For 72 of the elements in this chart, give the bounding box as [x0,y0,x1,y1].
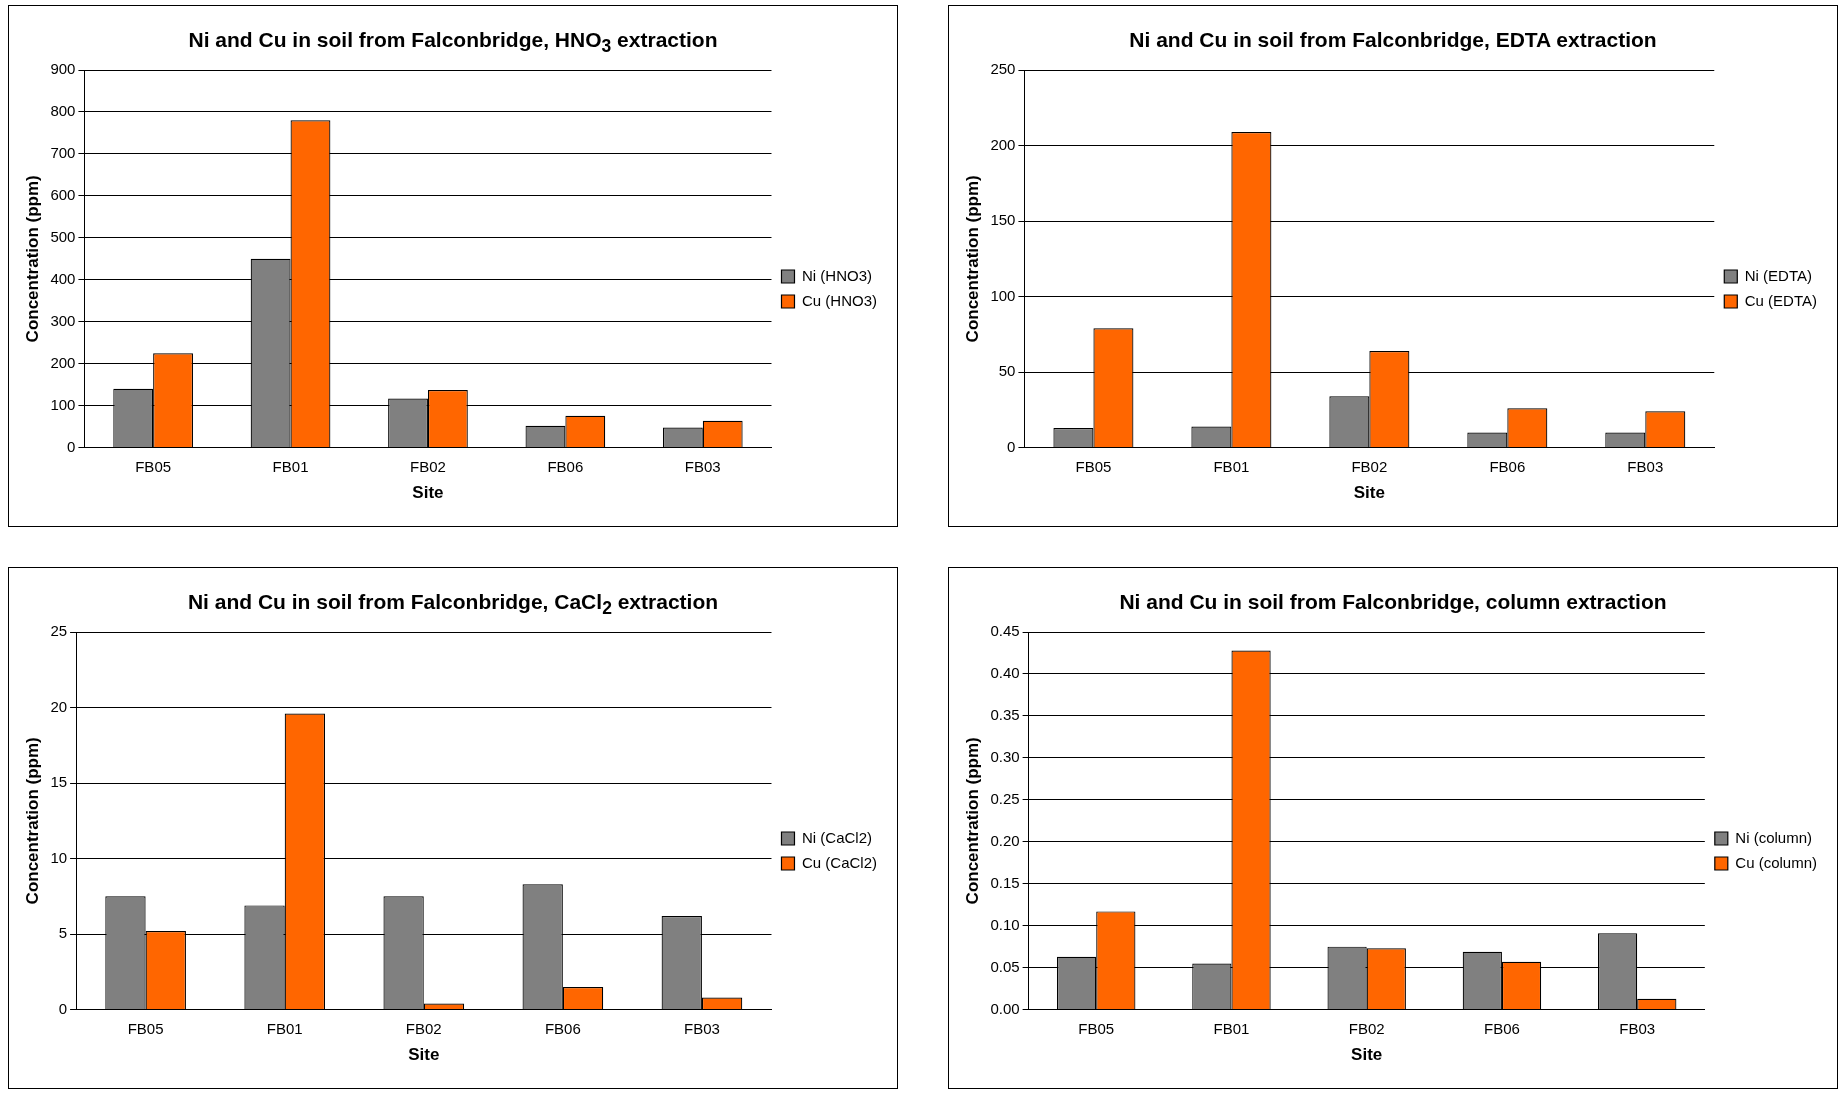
y-tick-label: 400 [50,269,76,287]
x-tick-label: FB03 [684,457,721,475]
y-tick-label: 100 [50,395,76,413]
y-tick-label: 0 [67,437,76,455]
y-tick-label: 200 [990,135,1016,153]
x-tick-label: FB05 [127,1019,164,1037]
x-axis-title: Site [1351,1045,1383,1065]
x-axis-title: Site [412,483,444,503]
y-axis-title: Concentration (ppm) [22,175,42,343]
x-tick-label: FB02 [405,1019,442,1037]
y-tick-label: 5 [58,924,68,942]
x-tick-label: FB01 [1213,457,1250,475]
y-axis-title: Concentration (ppm) [962,175,982,343]
y-tick-label: 300 [50,311,76,329]
x-tick-label: FB06 [1484,1019,1520,1037]
y-tick-label: 0.05 [990,957,1020,975]
y-tick-label: 20 [50,697,68,715]
y-tick-label: 250 [990,60,1016,78]
y-tick-label: 100 [990,286,1016,304]
x-tick-label: FB03 [684,1019,720,1037]
x-tick-label: FB06 [547,457,584,475]
legend-label: Cu (HNO3) [801,291,878,309]
y-tick-label: 50 [998,362,1016,380]
y-tick-label: 10 [50,848,68,866]
y-tick-label: 15 [50,773,68,791]
y-axis-title: Concentration (ppm) [22,737,42,905]
legend-label: Ni (CaCl2) [801,828,872,846]
y-tick-label: 0.40 [990,664,1020,682]
x-tick-label: FB05 [1078,1019,1115,1037]
y-tick-label: 150 [990,211,1016,229]
chart-title: Ni and Cu in soil from Falconbridge, CaCl$_{2}$ extraction [186,590,720,619]
x-tick-label: FB03 [1627,457,1664,475]
y-tick-label: 0.25 [990,789,1020,807]
x-tick-label: FB05 [135,457,172,475]
y-tick-label: 600 [50,186,76,204]
y-tick-label: 0.00 [990,999,1020,1017]
x-tick-label: FB01 [1213,1019,1250,1037]
legend-label: Cu (column) [1735,853,1817,871]
x-tick-label: FB03 [1619,1019,1656,1037]
y-tick-label: 0 [1007,437,1016,455]
y-tick-label: 200 [50,353,76,371]
y-tick-label: 0.20 [990,831,1020,849]
x-tick-label: FB06 [544,1019,581,1037]
y-tick-label: 700 [50,144,76,162]
x-tick-label: FB01 [266,1019,303,1037]
x-tick-label: FB02 [1351,457,1388,475]
chart-title: Ni and Cu in soil from Falconbridge, EDTA extraction [1128,28,1658,53]
legend-label: Cu (CaCl2) [801,853,877,871]
legend-label: Ni (column) [1735,828,1812,846]
y-tick-label: 0.15 [990,873,1020,891]
x-axis-title: Site [408,1045,440,1065]
y-tick-label: 0 [58,999,68,1017]
legend-label: Ni (HNO3) [801,266,872,284]
legend-label: Ni (EDTA) [1744,266,1812,284]
y-tick-label: 0.35 [990,706,1020,724]
x-tick-label: FB05 [1075,457,1112,475]
chart-title: Ni and Cu in soil from Falconbridge, HNO$_{3}$ extraction [187,28,719,57]
y-tick-label: 500 [50,227,76,245]
y-tick-label: 0.30 [990,748,1020,766]
x-axis-title: Site [1353,483,1385,503]
x-tick-label: FB02 [410,457,446,475]
y-tick-label: 900 [50,60,76,78]
y-tick-label: 800 [50,102,76,120]
y-tick-label: 0.10 [990,915,1020,933]
x-tick-label: FB02 [1348,1019,1385,1037]
y-axis-title: Concentration (ppm) [962,737,982,905]
y-tick-label: 25 [50,622,68,640]
legend-label: Cu (EDTA) [1744,291,1818,309]
x-tick-label: FB01 [272,457,309,475]
chart-title: Ni and Cu in soil from Falconbridge, column extraction [1118,590,1668,615]
x-tick-label: FB06 [1489,457,1526,475]
y-tick-label: 0.45 [990,622,1020,640]
